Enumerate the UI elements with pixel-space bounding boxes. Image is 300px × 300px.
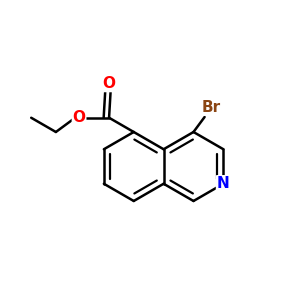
Text: N: N: [217, 176, 230, 191]
Text: O: O: [73, 110, 85, 124]
Text: Br: Br: [202, 100, 221, 115]
Text: O: O: [103, 76, 116, 91]
